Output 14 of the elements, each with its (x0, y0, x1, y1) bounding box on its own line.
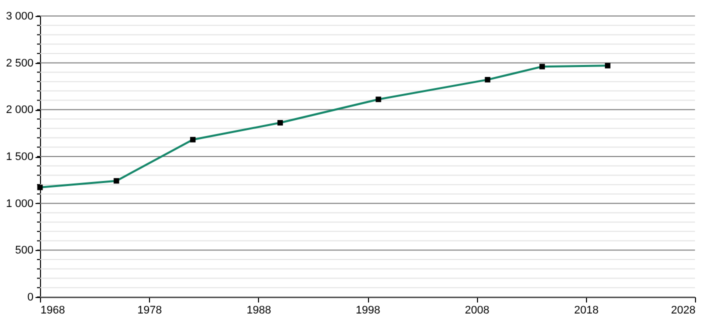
y-tick-label: 500 (15, 244, 34, 257)
x-tick-label: 1998 (356, 304, 380, 316)
x-tick-label: 2018 (574, 304, 599, 316)
y-tick-label: 2 000 (6, 104, 34, 116)
y-tick-label: 1 000 (6, 198, 34, 210)
y-tick-label: 3 000 (6, 10, 34, 22)
x-tick-label: 1968 (40, 304, 65, 316)
x-tick-label: 2028 (671, 304, 696, 316)
x-tick-label: 2008 (464, 304, 490, 316)
y-tick-label: 2 500 (6, 57, 34, 70)
x-tick-label: 1978 (137, 304, 162, 316)
y-tick-label: 1 500 (6, 151, 34, 163)
x-tick-label: 1988 (246, 304, 272, 316)
y-tick-label: 0 (27, 292, 34, 304)
